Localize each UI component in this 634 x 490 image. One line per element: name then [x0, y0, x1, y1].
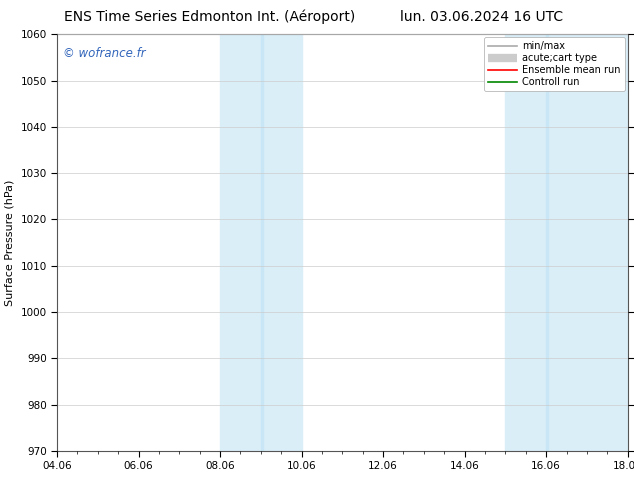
- Bar: [546, 34, 548, 451]
- Text: lun. 03.06.2024 16 UTC: lun. 03.06.2024 16 UTC: [400, 10, 564, 24]
- Text: © wofrance.fr: © wofrance.fr: [63, 47, 145, 60]
- Y-axis label: Surface Pressure (hPa): Surface Pressure (hPa): [5, 179, 15, 306]
- Bar: [505, 34, 628, 451]
- Text: ENS Time Series Edmonton Int. (Aéroport): ENS Time Series Edmonton Int. (Aéroport): [63, 10, 355, 24]
- Bar: [220, 34, 302, 451]
- Legend: min/max, acute;cart type, Ensemble mean run, Controll run: min/max, acute;cart type, Ensemble mean …: [484, 37, 624, 91]
- Bar: [261, 34, 263, 451]
